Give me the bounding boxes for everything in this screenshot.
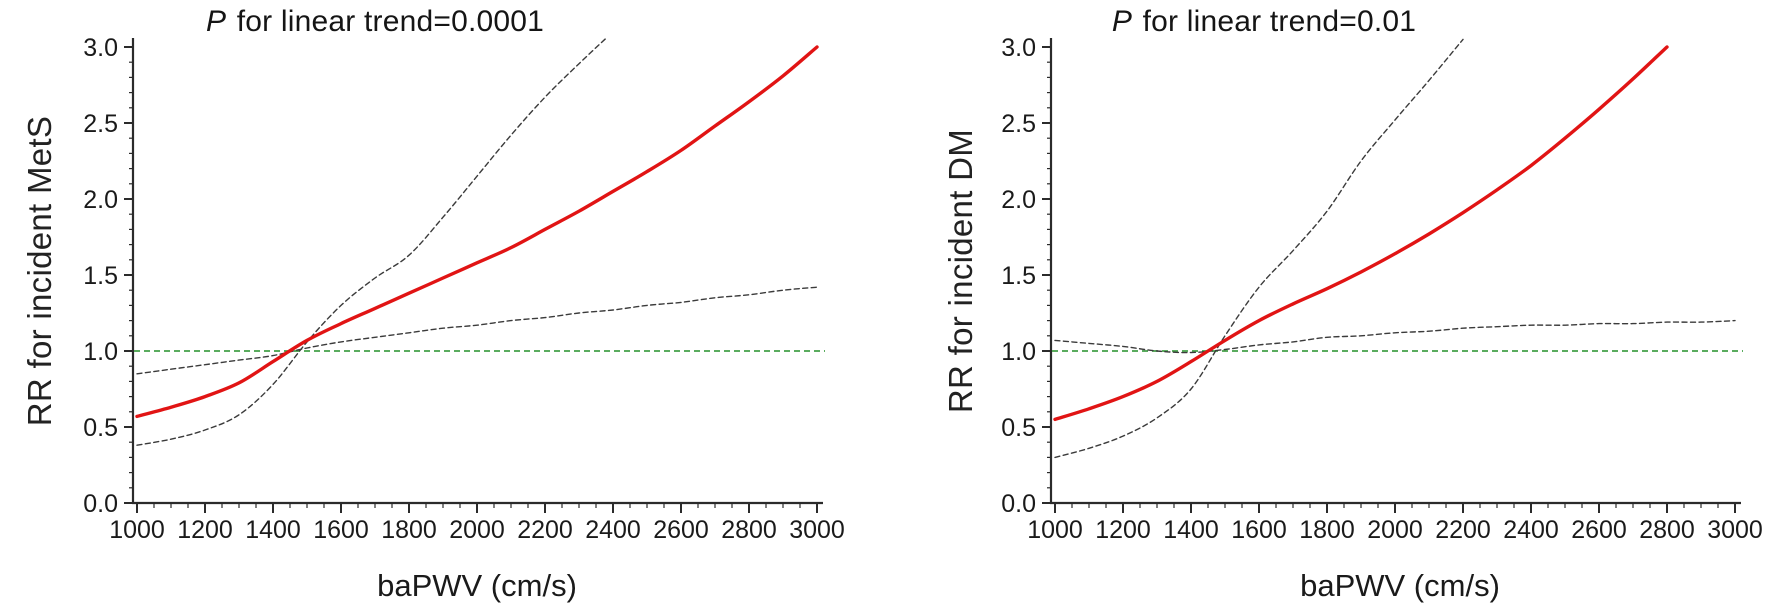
- y-tick-label: 1.5: [1001, 262, 1036, 290]
- title-p-italic: P: [1111, 5, 1133, 38]
- x-tick-label: 1800: [381, 516, 437, 544]
- plot-area-mets: 0.0 0.5 1.0 1.5 2.0 2.5 3.0 1000 1200 1400 1600 180…: [83, 34, 845, 544]
- x-tick-label: 2000: [1367, 516, 1423, 544]
- title-text: for linear trend=0.0001: [228, 5, 545, 38]
- ci-bound-steep-curve: [1054, 38, 1464, 459]
- chart-title-mets: P for linear trend=0.0001: [206, 5, 544, 39]
- x-tick-label: 1800: [1299, 516, 1355, 544]
- y-tick-label: 3.0: [83, 34, 118, 62]
- x-tick-label: 2800: [721, 516, 777, 544]
- chart-title-dm: P for linear trend=0.01: [1112, 5, 1416, 39]
- x-tick-label: 3000: [1707, 516, 1763, 544]
- y-tick-label: 2.5: [83, 110, 118, 138]
- x-tick-label: 1400: [245, 516, 301, 544]
- x-tick-label: 3000: [789, 516, 845, 544]
- x-tick-label: 2600: [653, 516, 709, 544]
- x-tick-label: 2000: [449, 516, 505, 544]
- y-tick-label: 0.0: [1001, 490, 1036, 518]
- x-tick-label: 2400: [585, 516, 641, 544]
- y-tick-label: 1.5: [83, 262, 118, 290]
- y-tick-label: 1.0: [1001, 338, 1036, 366]
- x-tick-label: 1000: [1027, 516, 1083, 544]
- x-tick-label: 1600: [1231, 516, 1287, 544]
- y-tick-label: 0.5: [1001, 414, 1036, 442]
- y-tick-label: 0.0: [83, 490, 118, 518]
- x-tick-label: 2400: [1503, 516, 1559, 544]
- chart-panel-mets: P for linear trend=0.0001 RR for inciden…: [21, 5, 845, 603]
- x-axis-label-mets: baPWV (cm/s): [377, 568, 577, 603]
- y-tick-label: 2.5: [1001, 110, 1036, 138]
- title-p-italic: P: [205, 5, 227, 38]
- x-tick-label: 1600: [313, 516, 369, 544]
- ci-bound-flat-curve: [1054, 319, 1736, 354]
- y-tick-label: 1.0: [83, 338, 118, 366]
- y-tick-label: 3.0: [1001, 34, 1036, 62]
- chart-panel-dm: P for linear trend=0.01 RR for incident …: [886, 0, 1772, 615]
- x-axis-label-dm: baPWV (cm/s): [1300, 568, 1500, 603]
- x-tick-label: 2800: [1639, 516, 1695, 544]
- x-tick-label: 1200: [177, 516, 233, 544]
- x-tick-label: 2200: [517, 516, 573, 544]
- y-tick-label: 2.0: [83, 186, 118, 214]
- title-text: for linear trend=0.01: [1134, 5, 1417, 38]
- y-tick-label: 0.5: [83, 414, 118, 442]
- x-tick-label: 2600: [1571, 516, 1627, 544]
- y-tick-label: 2.0: [1001, 186, 1036, 214]
- x-tick-label: 2200: [1435, 516, 1491, 544]
- x-tick-label: 1000: [109, 516, 165, 544]
- rr-estimate-curve: [135, 45, 819, 419]
- plot-area-dm: 0.0 0.5 1.0 1.5 2.0 2.5 3.0 1000 1200 1400 1600 180…: [1001, 34, 1763, 544]
- ci-bound-flat-curve: [136, 286, 818, 375]
- x-tick-label: 1400: [1163, 516, 1219, 544]
- x-tick-label: 1200: [1095, 516, 1151, 544]
- ci-bound-steep-curve: [136, 38, 608, 446]
- rr-estimate-curve: [1053, 45, 1669, 422]
